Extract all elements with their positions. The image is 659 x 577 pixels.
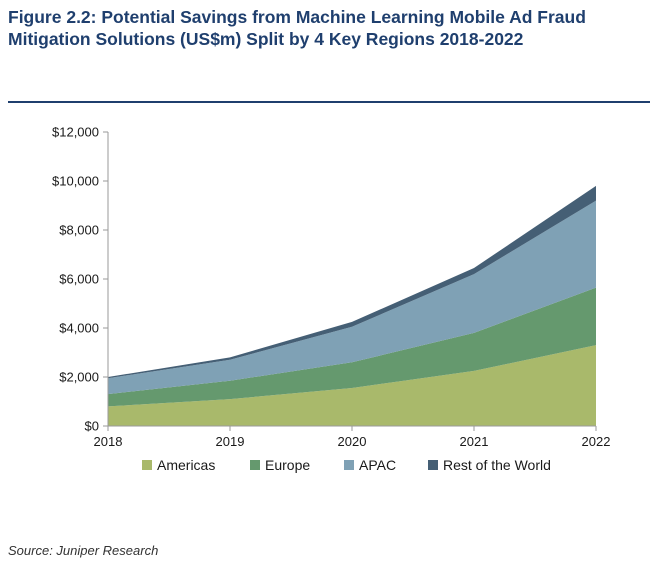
area-layers	[108, 185, 596, 426]
area-series-apac	[108, 200, 596, 395]
x-tick-label: 2020	[338, 434, 367, 449]
y-tick-label: $12,000	[52, 125, 99, 140]
stacked-area-chart: $0 $2,000 $4,000 $6,000 $8,000 $10,000 $12,000…	[52, 125, 610, 474]
legend-label: Rest of the World	[443, 457, 551, 473]
legend: Americas Europe APAC Rest of the World	[142, 457, 551, 473]
area-series-europe	[108, 287, 596, 407]
y-tick-label: $6,000	[59, 272, 99, 287]
title-divider	[8, 101, 650, 103]
area-series-americas	[108, 345, 596, 426]
x-tick-label: 2022	[582, 434, 611, 449]
legend-swatch	[250, 460, 260, 470]
x-tick-label: 2019	[216, 434, 245, 449]
legend-label: APAC	[359, 457, 396, 473]
y-tick-label: $10,000	[52, 174, 99, 189]
y-tick-label: $8,000	[59, 223, 99, 238]
figure-title: Figure 2.2: Potential Savings from Machi…	[8, 7, 586, 49]
y-tick-label: $4,000	[59, 321, 99, 336]
legend-label: Americas	[157, 457, 215, 473]
legend-label: Europe	[265, 457, 310, 473]
x-tick-label: 2018	[94, 434, 123, 449]
legend-swatch	[142, 460, 152, 470]
legend-swatch	[344, 460, 354, 470]
legend-swatch	[428, 460, 438, 470]
y-tick-label: $2,000	[59, 370, 99, 385]
x-tick-label: 2021	[460, 434, 489, 449]
source-note: Source: Juniper Research	[8, 543, 159, 558]
axes: $0 $2,000 $4,000 $6,000 $8,000 $10,000 $12,000…	[52, 125, 610, 450]
y-tick-label: $0	[85, 419, 99, 434]
